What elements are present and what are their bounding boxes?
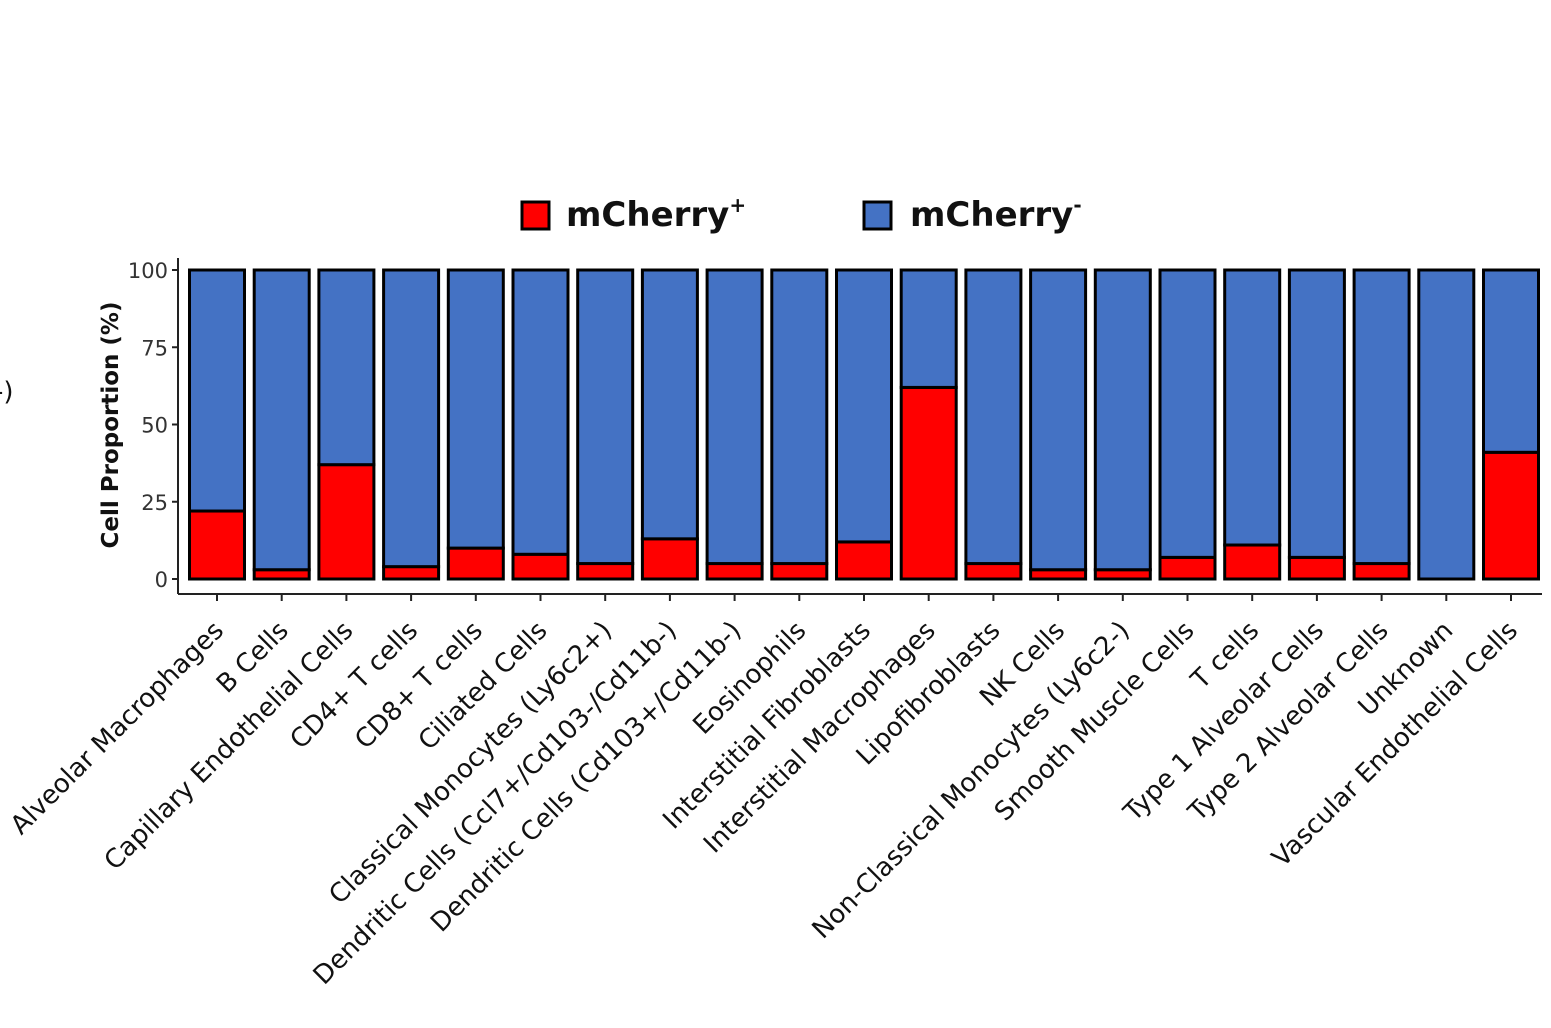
y-tick-label: 0: [155, 568, 168, 592]
bar-segment-mcherry-pos: [705, 562, 764, 581]
bar-segment-mcherry-neg: [835, 268, 893, 544]
bar-segment-mcherry-neg: [1417, 268, 1476, 581]
bar-segment-mcherry-pos: [382, 565, 441, 581]
bar-segment-mcherry-neg: [1287, 268, 1346, 559]
bar-segment-mcherry-neg: [1482, 268, 1540, 454]
y-tick-label: 75: [141, 336, 168, 360]
legend-label-1: mCherry+: [566, 193, 746, 235]
bar-segment-mcherry-pos: [1158, 555, 1217, 581]
y-tick-label: 100: [128, 259, 168, 283]
x-tick-label: Alveolar Macrophages: [5, 616, 230, 841]
legend-label-2: mCherry-: [910, 193, 1082, 235]
bar-segment-mcherry-pos: [1482, 450, 1540, 581]
y-tick-label: 25: [141, 491, 168, 515]
bars: [188, 268, 1540, 581]
y-axis-title: Cell Proportion (%): [98, 302, 124, 549]
cropped-label-fragment: -): [0, 377, 14, 407]
bar-segment-mcherry-neg: [1029, 268, 1088, 572]
bar-segment-mcherry-neg: [640, 268, 699, 541]
bar-segment-mcherry-neg: [770, 268, 829, 566]
bar-segment-mcherry-neg: [1223, 268, 1282, 547]
bar-segment-mcherry-pos: [511, 552, 570, 581]
x-tick-label: Capillary Endothelial Cells: [99, 616, 360, 877]
bar-segment-mcherry-pos: [899, 385, 958, 581]
bar-segment-mcherry-pos: [576, 562, 635, 581]
bar-segment-mcherry-neg: [317, 268, 376, 467]
legend-swatch-2: [862, 200, 893, 231]
bar-segment-mcherry-neg: [1352, 268, 1411, 566]
bar-segment-mcherry-pos: [964, 562, 1023, 581]
bar-segment-mcherry-neg: [899, 268, 958, 389]
x-axis: [178, 593, 1542, 601]
bar-segment-mcherry-pos: [770, 562, 829, 581]
bar-segment-mcherry-neg: [446, 268, 505, 550]
legend: mCherry+ mCherry-: [520, 193, 1082, 235]
bar-segment-mcherry-neg: [1093, 268, 1152, 572]
bar-segment-mcherry-pos: [640, 537, 699, 581]
bar-segment-mcherry-neg: [705, 268, 764, 566]
bar-segment-mcherry-neg: [382, 268, 441, 569]
bar-segment-mcherry-pos: [317, 463, 376, 581]
bar-segment-mcherry-pos: [188, 509, 246, 581]
bar-segment-mcherry-neg: [188, 268, 246, 513]
legend-swatch-1: [520, 200, 551, 231]
bar-segment-mcherry-neg: [511, 268, 570, 556]
bar-segment-mcherry-neg: [576, 268, 635, 566]
bar-segment-mcherry-pos: [1287, 555, 1346, 581]
y-tick-label: 50: [141, 414, 168, 438]
bar-segment-mcherry-neg: [964, 268, 1023, 566]
bar-segment-mcherry-pos: [1352, 562, 1411, 581]
bar-segment-mcherry-pos: [446, 546, 505, 581]
bar-segment-mcherry-neg: [1158, 268, 1217, 559]
bar-segment-mcherry-neg: [252, 268, 311, 572]
bar-segment-mcherry-pos: [835, 540, 893, 581]
bar-segment-mcherry-pos: [1223, 543, 1282, 581]
